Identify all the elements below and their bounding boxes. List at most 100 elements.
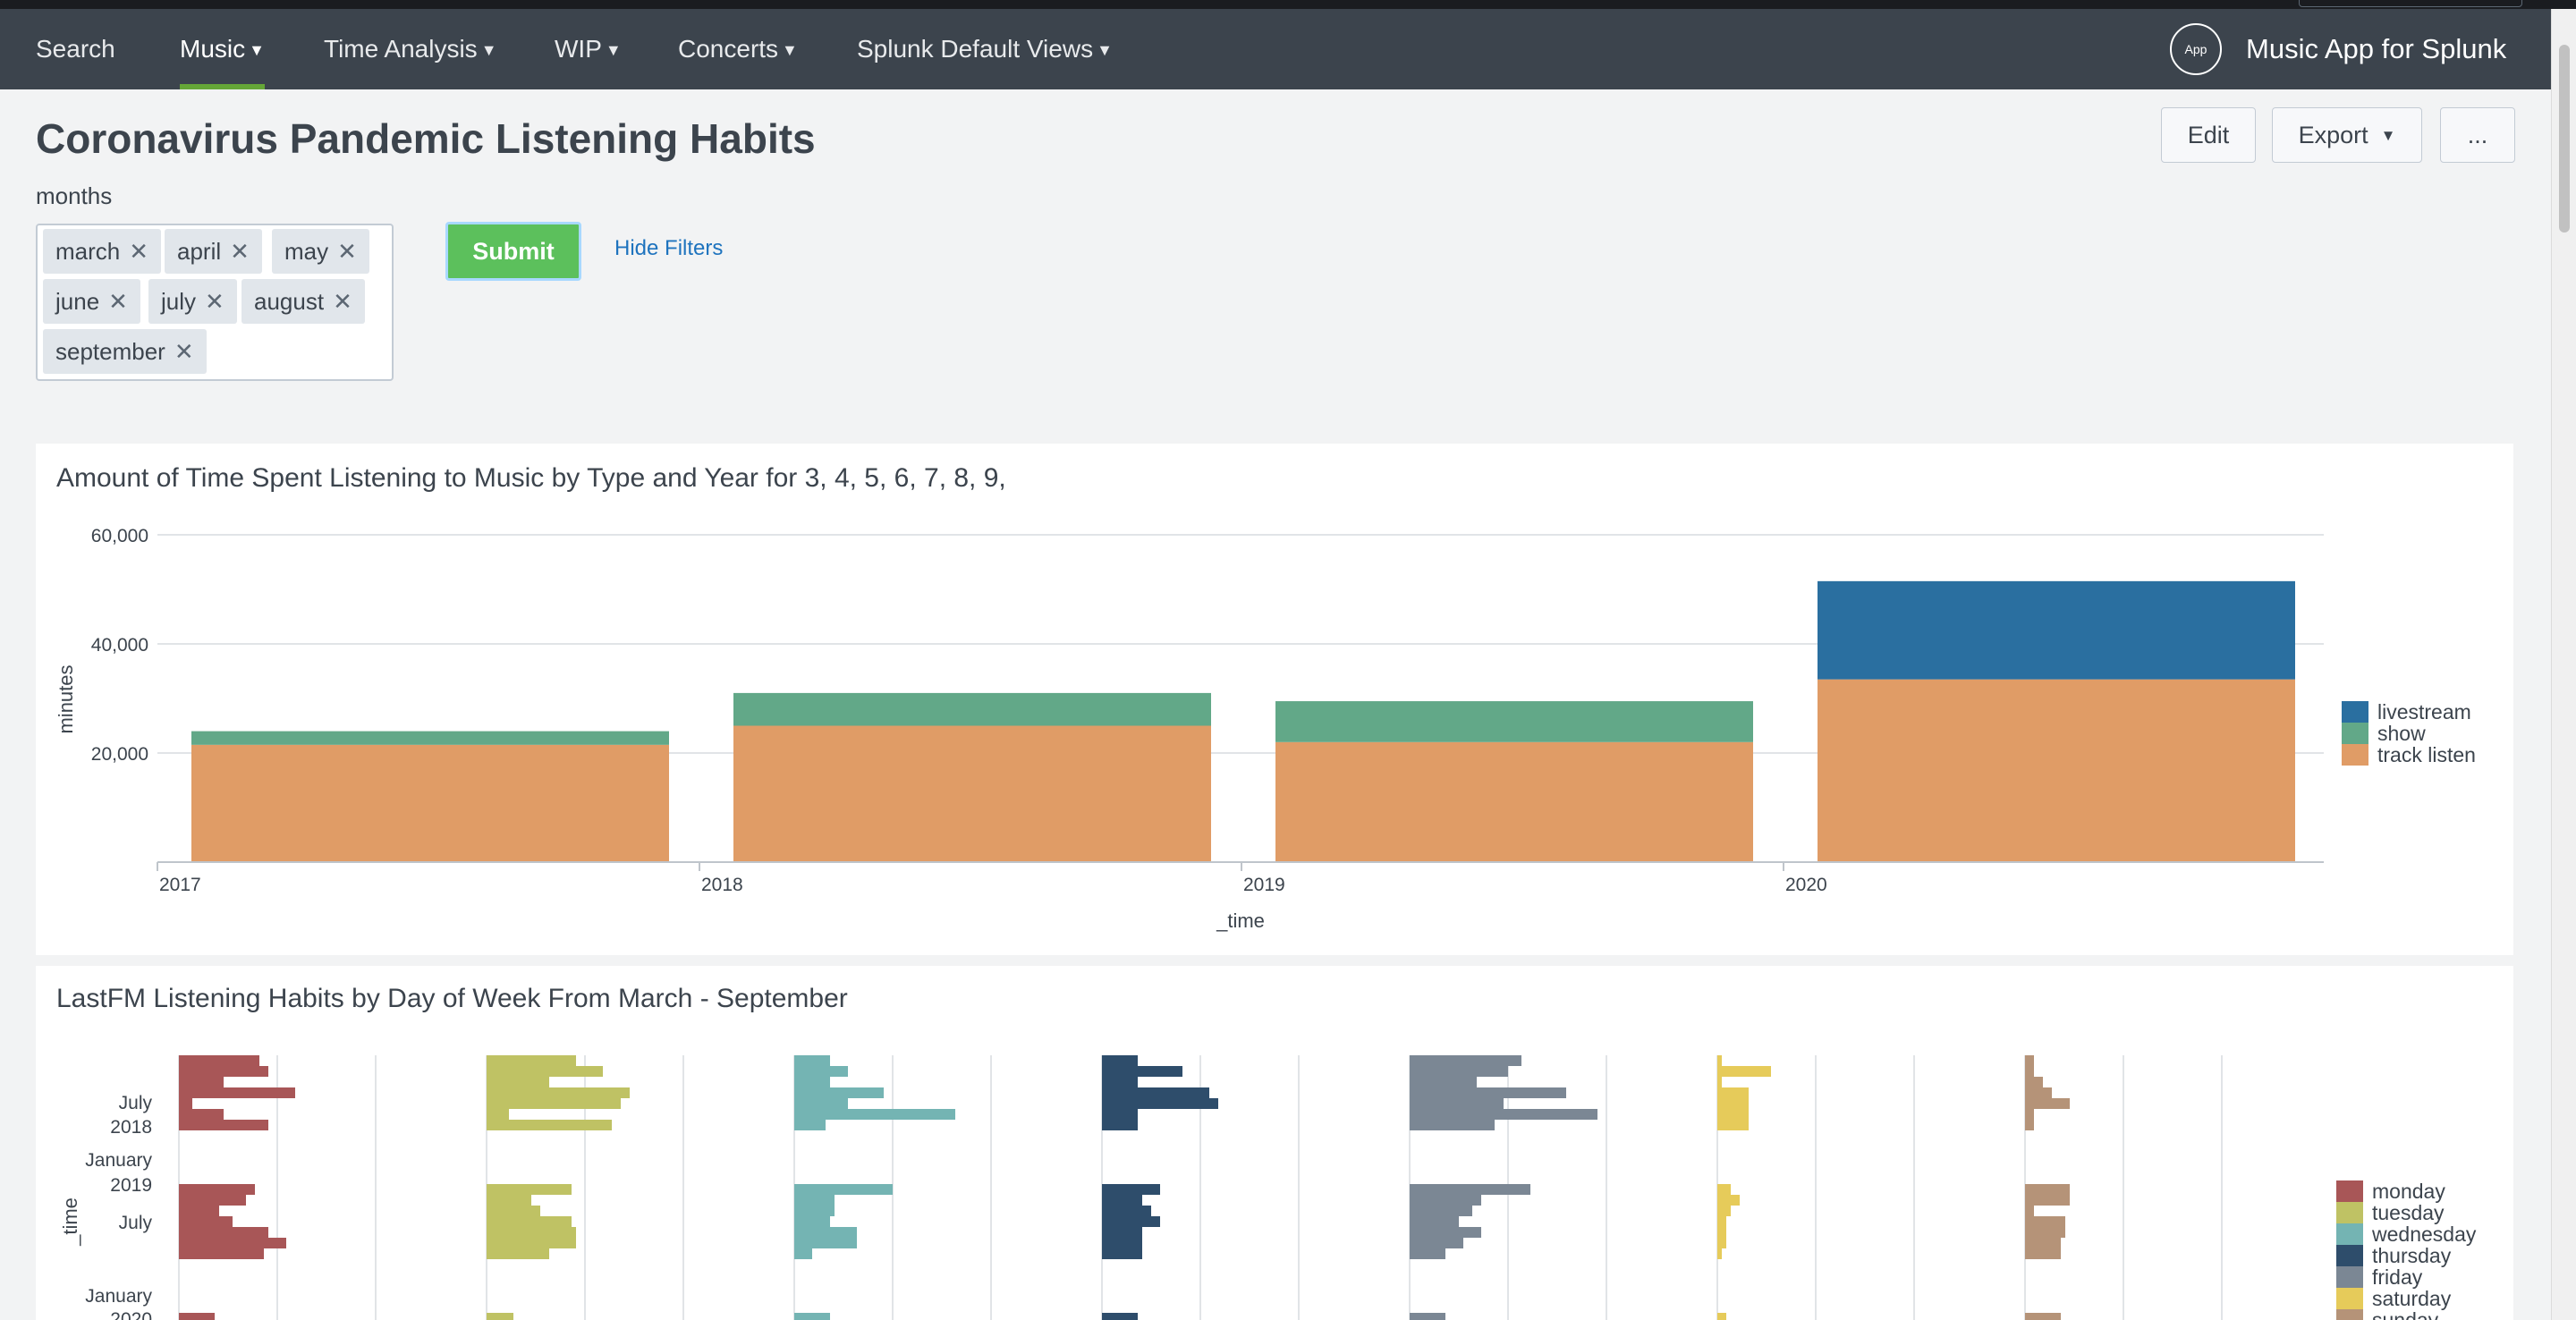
bar-tuesday [487,1216,572,1227]
bar-tuesday [487,1227,576,1238]
nav-wip-label: WIP [555,35,602,63]
nav-wip[interactable]: WIP ▼ [555,9,622,89]
bar-monday [179,1184,255,1195]
chip-april: april ✕ [165,229,262,274]
legend-tuesday[interactable]: tuesday [2336,1202,2445,1223]
time-by-type-panel: Amount of Time Spent Listening to Music … [36,444,2513,955]
bar-saturday [1717,1055,1722,1066]
panel-title: LastFM Listening Habits by Day of Week F… [56,984,848,1013]
bar-monday [179,1120,268,1130]
bar-sunday [2025,1120,2034,1130]
bar-friday [1410,1077,1477,1087]
bar-track-listen [1275,741,1753,862]
y-axis-title: minutes [55,664,77,733]
bar-thursday [1102,1184,1160,1195]
bar-friday [1410,1087,1566,1098]
legend-swatch [2336,1309,2363,1320]
bar-monday [179,1238,286,1248]
bar-tuesday [487,1087,630,1098]
bar-track-listen [733,725,1211,862]
bar-wednesday [794,1216,830,1227]
remove-icon[interactable]: ✕ [337,238,357,265]
legend-friday[interactable]: friday [2336,1266,2422,1288]
bar-wednesday [794,1098,848,1109]
bar-monday [179,1098,192,1109]
hide-filters-link[interactable]: Hide Filters [614,236,724,260]
bar-friday [1410,1184,1530,1195]
bar-wednesday [794,1227,857,1238]
bar-monday [179,1216,233,1227]
legend-saturday[interactable]: saturday [2336,1288,2451,1309]
legend-swatch [2336,1266,2363,1288]
bar-wednesday [794,1077,830,1087]
remove-icon[interactable]: ✕ [108,288,128,315]
bar-tuesday [487,1120,612,1130]
remove-icon[interactable]: ✕ [205,288,225,315]
legend-swatch [2336,1180,2363,1202]
search-box-edge[interactable] [2299,0,2522,7]
nav-time-analysis-label: Time Analysis [324,35,478,63]
chip-july: july ✕ [148,279,237,324]
page-scrollbar[interactable] [2551,9,2576,1320]
legend-livestream[interactable]: livestream [2342,701,2471,723]
nav-search[interactable]: Search [36,9,115,89]
y-tick-label: 2020 [110,1309,152,1320]
legend-monday[interactable]: monday [2336,1180,2445,1202]
bar-monday [179,1195,246,1206]
bar-sunday [2025,1216,2065,1227]
bar-wednesday [794,1087,884,1098]
bar-saturday [1717,1109,1749,1120]
y-tick-label: 2018 [110,1117,152,1138]
nav-time-analysis[interactable]: Time Analysis ▼ [324,9,497,89]
export-button[interactable]: Export ▼ [2272,107,2422,163]
bar-wednesday [794,1055,830,1066]
stacked-bar-chart: 20,000 40,000 60,000 2017 2018 2019 2020 _tim… [55,526,2324,932]
bar-friday [1410,1216,1459,1227]
x-tick-label: 2019 [1243,875,1285,895]
remove-icon[interactable]: ✕ [129,238,149,265]
bar-friday [1410,1098,1504,1109]
legend-label: monday [2372,1180,2445,1203]
chip-label: march [55,238,121,265]
chip-june: june ✕ [43,279,140,324]
submit-button[interactable]: Submit [445,222,581,281]
remove-icon[interactable]: ✕ [230,238,250,265]
nav-music[interactable]: Music ▼ [180,9,265,89]
bar-tuesday [487,1055,576,1066]
legend-label: sunday [2372,1308,2439,1320]
months-multiselect[interactable]: march ✕ april ✕ may ✕ june ✕ july ✕ august ✕ s… [36,224,394,381]
app-badge-icon[interactable]: App [2170,23,2222,75]
remove-icon[interactable]: ✕ [333,288,352,315]
edit-button[interactable]: Edit [2161,107,2256,163]
legend-sunday[interactable]: sunday [2336,1309,2438,1320]
chip-label: july [161,288,197,315]
legend-track-listen[interactable]: track listen [2342,744,2476,766]
bar-tuesday [487,1238,576,1248]
nav-splunk-default-views-label: Splunk Default Views [857,35,1094,63]
nav-splunk-default-views[interactable]: Splunk Default Views ▼ [857,9,1113,89]
y-tick-label: January [85,1150,152,1171]
chip-september: september ✕ [43,329,207,374]
bar-sunday [2025,1109,2034,1120]
legend-wednesday[interactable]: wednesday [2336,1223,2476,1245]
bar-thursday [1102,1077,1138,1087]
nav-search-label: Search [36,35,115,63]
bar-wednesday [794,1109,955,1120]
chip-march: march ✕ [43,229,162,274]
day-of-week-bar-chart: _time July 2018 January 2019 July Januar… [59,1055,2223,1320]
remove-icon[interactable]: ✕ [174,338,194,365]
legend-label: tuesday [2372,1201,2445,1224]
bar-monday [179,1248,264,1259]
bar-saturday [1717,1087,1749,1098]
legend-thursday[interactable]: thursday [2336,1245,2451,1266]
day-of-week-panel: LastFM Listening Habits by Day of Week F… [36,966,2513,1320]
bar-saturday [1717,1248,1722,1259]
legend-show[interactable]: show [2342,723,2426,744]
bar-monday [179,1055,259,1066]
bar-wednesday [794,1238,857,1248]
more-actions-button[interactable]: ... [2440,107,2515,163]
app-title[interactable]: Music App for Splunk [2246,33,2507,64]
nav-concerts[interactable]: Concerts ▼ [678,9,798,89]
bar-monday [179,1206,219,1216]
scrollbar-thumb[interactable] [2559,45,2570,233]
